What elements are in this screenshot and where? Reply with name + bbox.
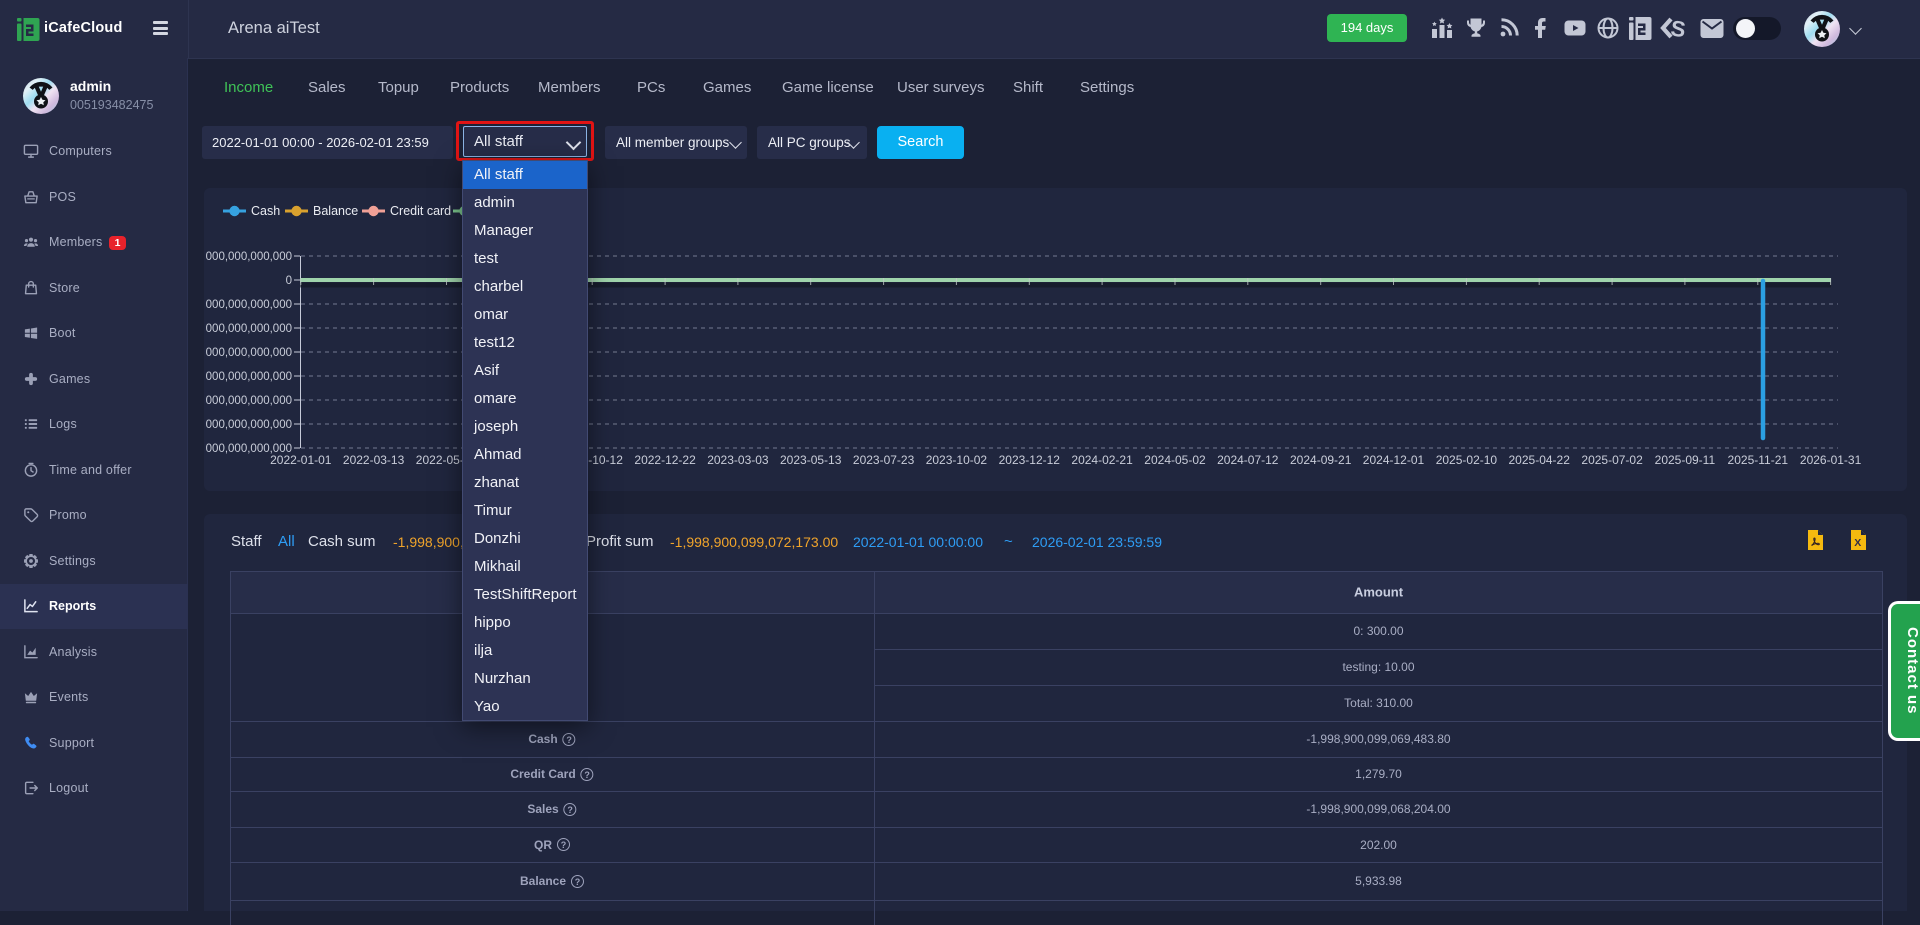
svg-text:X: X [1854,537,1861,549]
svg-text:000,000,000,000: 000,000,000,000 [206,371,292,383]
svg-text:2022-01-01: 2022-01-01 [270,453,332,467]
svg-text:000,000,000,000: 000,000,000,000 [206,323,292,335]
svg-text:2024-09-21: 2024-09-21 [1290,453,1352,467]
svg-text:2025-02-10: 2025-02-10 [1436,453,1498,467]
svg-text:2023-07-23: 2023-07-23 [853,453,915,467]
svg-text:2022-03-13: 2022-03-13 [343,453,405,467]
svg-text:2023-12-12: 2023-12-12 [999,453,1061,467]
svg-text:0: 0 [286,275,292,287]
svg-text:000,000,000,000: 000,000,000,000 [206,443,292,455]
svg-text:2025-11-21: 2025-11-21 [1728,453,1789,467]
svg-text:2023-03-03: 2023-03-03 [707,453,769,467]
svg-text:000,000,000,000: 000,000,000,000 [206,251,292,263]
svg-text:2022-12-22: 2022-12-22 [634,453,696,467]
svg-text:000,000,000,000: 000,000,000,000 [206,347,292,359]
svg-text:2025-09-11: 2025-09-11 [1655,453,1716,467]
svg-text:2024-02-21: 2024-02-21 [1071,453,1133,467]
svg-text:2024-07-12: 2024-07-12 [1217,453,1279,467]
svg-text:S: S [1669,15,1687,41]
svg-text:Credit card: Credit card [390,204,451,218]
svg-text:Cash: Cash [251,204,280,218]
svg-text:Balance: Balance [313,204,358,218]
svg-text:2025-07-02: 2025-07-02 [1581,453,1643,467]
svg-text:000,000,000,000: 000,000,000,000 [206,299,292,311]
svg-text:2024-05-02: 2024-05-02 [1144,453,1206,467]
svg-text:2025-04-22: 2025-04-22 [1509,453,1571,467]
svg-text:2024-12-01: 2024-12-01 [1363,453,1425,467]
svg-text:2026-01-31: 2026-01-31 [1800,453,1862,467]
svg-text:000,000,000,000: 000,000,000,000 [206,419,292,431]
svg-text:000,000,000,000: 000,000,000,000 [206,395,292,407]
svg-text:2023-10-02: 2023-10-02 [926,453,988,467]
svg-text:2023-05-13: 2023-05-13 [780,453,842,467]
